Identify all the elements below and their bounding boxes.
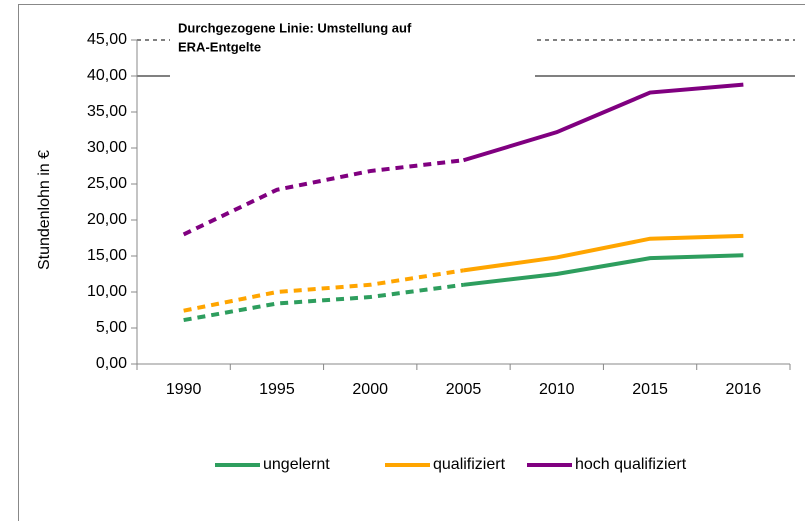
y-tick-label: 15,00: [87, 247, 127, 264]
series-line: [463, 233, 744, 273]
legend-label: ungelernt: [263, 456, 330, 473]
chart-frame: [18, 4, 805, 521]
x-tick-label: 2000: [352, 381, 388, 398]
x-tick-label: 1990: [166, 381, 202, 398]
series-line: [463, 253, 744, 287]
annotation: Durchgezogene Linie: Umstellung auf: [178, 20, 412, 35]
y-tick-label: 35,00: [87, 103, 127, 120]
x-tick-label: 2015: [632, 381, 668, 398]
x-tick-label: 1995: [259, 381, 295, 398]
series-line: [183, 268, 464, 313]
y-tick-label: 45,00: [87, 31, 127, 48]
y-tick-label: 30,00: [87, 139, 127, 156]
y-tick-label: 40,00: [87, 67, 127, 84]
annotation: ERA-Entgelte: [178, 39, 261, 54]
y-tick-label: 5,00: [96, 319, 127, 336]
y-tick-label: 25,00: [87, 175, 127, 192]
x-tick-label: 2005: [446, 381, 482, 398]
x-tick-label: 2010: [539, 381, 575, 398]
x-tick-label: 2016: [726, 381, 762, 398]
series-line: [462, 82, 744, 163]
legend-label: qualifiziert: [433, 456, 506, 473]
series-line: [183, 282, 464, 323]
annotation-box: [170, 18, 535, 78]
y-tick-label: 20,00: [87, 211, 127, 228]
series-line: [182, 158, 464, 237]
y-tick-label: 0,00: [96, 355, 127, 372]
legend-label: hoch qualifiziert: [575, 456, 687, 473]
y-axis-label: Stundenlohn in €: [36, 150, 53, 270]
y-tick-label: 10,00: [87, 283, 127, 300]
